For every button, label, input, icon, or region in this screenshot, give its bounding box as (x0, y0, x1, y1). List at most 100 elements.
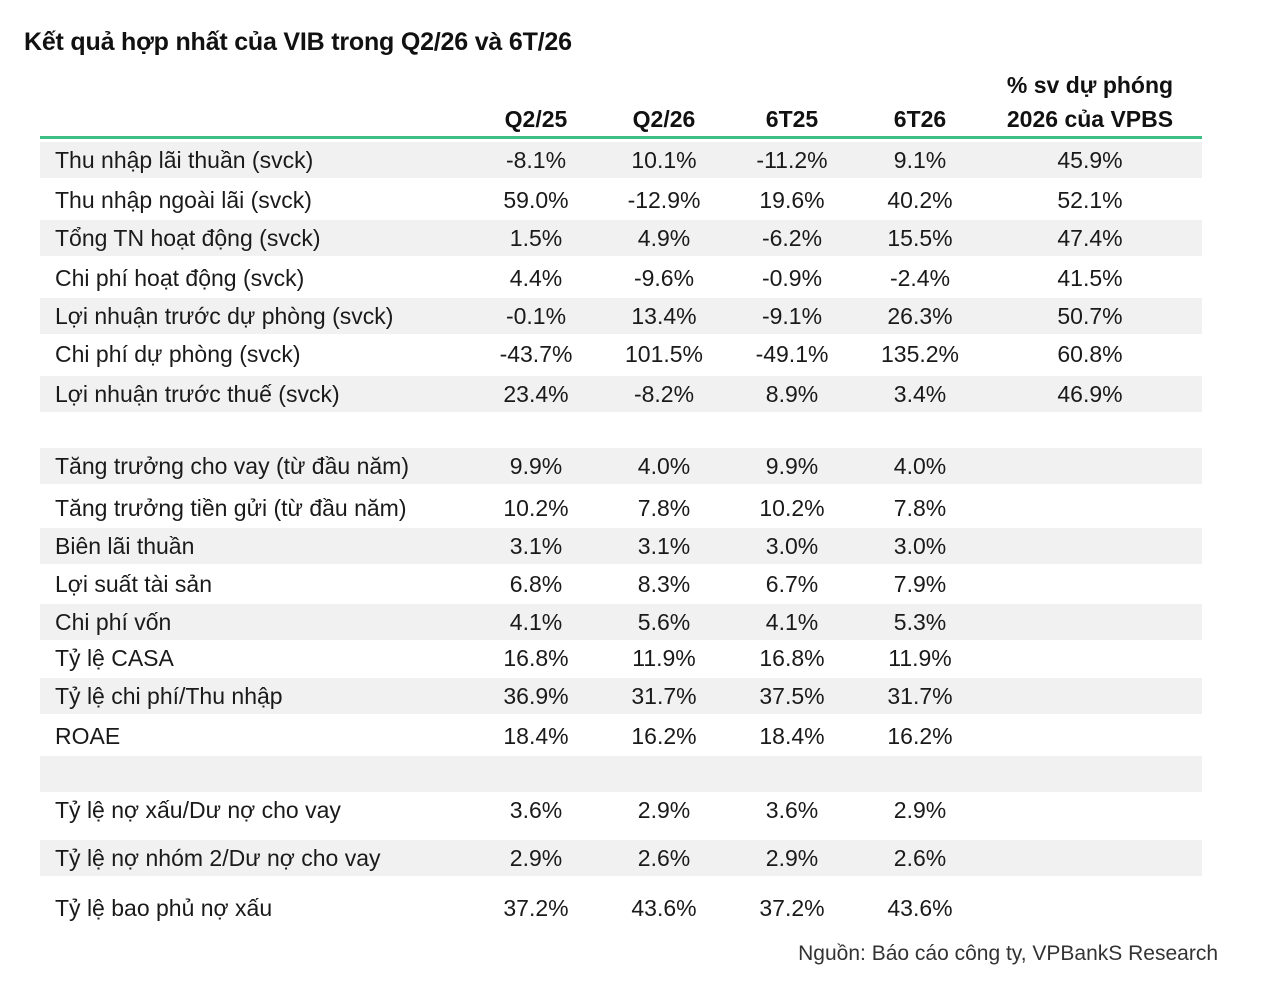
row-value: 3.0% (893, 533, 947, 559)
row-value (1030, 490, 1150, 526)
row-value: 9.9% (765, 453, 819, 479)
row-value (1030, 528, 1150, 564)
row-value: 3.4% (893, 381, 947, 407)
row-label: Tổng TN hoạt động (svck) (55, 225, 321, 251)
table-row: Tỷ lệ chi phí/Thu nhập 36.9% 31.7% 37.5% 31.… (40, 678, 1202, 714)
row-value: 19.6% (759, 187, 825, 213)
table-row: ROAE 18.4% 16.2% 18.4% 16.2% (40, 718, 1202, 754)
row-value: 37.2% (503, 895, 569, 921)
header-forecast-line1: % sv dự phóng (1006, 72, 1174, 98)
table-row (40, 756, 1202, 792)
row-value: -43.7% (499, 341, 573, 367)
row-label: Thu nhập ngoài lãi (svck) (55, 187, 312, 213)
row-value: -11.2% (756, 147, 828, 173)
row-label: Chi phí dự phòng (svck) (55, 341, 301, 367)
row-value: 18.4% (759, 723, 825, 749)
row-value: -2.4% (889, 265, 951, 291)
row-value: 45.9% (1057, 147, 1123, 173)
row-label: ROAE (55, 723, 121, 749)
row-label: Lợi nhuận trước dự phòng (svck) (55, 303, 394, 329)
row-value (1030, 448, 1150, 484)
row-value: 8.9% (765, 381, 819, 407)
row-value: 18.4% (503, 723, 569, 749)
row-value: 2.6% (637, 845, 691, 871)
row-value: 16.8% (759, 645, 825, 671)
table-row: Tổng TN hoạt động (svck) 1.5% 4.9% -6.2% 15.… (40, 220, 1202, 256)
row-value: 31.7% (631, 683, 697, 709)
row-value: 7.9% (893, 571, 947, 597)
row-value: 47.4% (1057, 225, 1123, 251)
row-value (604, 756, 724, 792)
table-row (40, 416, 1202, 452)
row-value (1030, 604, 1150, 640)
row-value (1030, 566, 1150, 602)
row-value: 13.4% (631, 303, 697, 329)
row-value: 4.1% (765, 609, 819, 635)
row-value (1030, 756, 1150, 792)
row-value: -0.9% (761, 265, 823, 291)
row-value: 10.1% (631, 147, 697, 173)
table-row: Tăng trưởng tiền gửi (từ đầu năm) 10.2% 7.… (40, 490, 1202, 526)
row-value: 2.9% (765, 845, 819, 871)
table-row: Tỷ lệ nợ xấu/Dư nợ cho vay 3.6% 2.9% 3.6% 2.… (40, 792, 1202, 828)
row-value (732, 416, 852, 452)
row-value: 40.2% (887, 187, 953, 213)
row-value: 5.3% (893, 609, 947, 635)
row-label: Lợi nhuận trước thuế (svck) (55, 381, 340, 407)
row-value: 36.9% (503, 683, 569, 709)
row-value: 9.1% (893, 147, 947, 173)
row-value: 11.9% (632, 645, 696, 671)
source-note: Nguồn: Báo cáo công ty, VPBankS Research (798, 942, 1218, 965)
row-value (604, 416, 724, 452)
row-value: 6.8% (509, 571, 563, 597)
row-value: 16.2% (631, 723, 697, 749)
table-row: Chi phí dự phòng (svck) -43.7% 101.5% -49.1… (40, 336, 1202, 372)
table-row: Tỷ lệ nợ nhóm 2/Dư nợ cho vay 2.9% 2.6% 2.9… (40, 840, 1202, 876)
row-value: 26.3% (887, 303, 953, 329)
row-value: -49.1% (755, 341, 829, 367)
row-value: 41.5% (1057, 265, 1123, 291)
row-label: Tăng trưởng tiền gửi (từ đầu năm) (55, 495, 407, 521)
row-value (860, 756, 980, 792)
row-value: 4.4% (509, 265, 563, 291)
row-label: Chi phí vốn (55, 609, 172, 635)
row-value: 1.5% (509, 225, 563, 251)
row-value: 52.1% (1057, 187, 1123, 213)
header-divider (40, 136, 1202, 139)
row-value: 3.0% (765, 533, 819, 559)
row-value: 8.3% (637, 571, 691, 597)
table-row: Chi phí hoạt động (svck) 4.4% -9.6% -0.9% -2… (40, 260, 1202, 296)
row-value: -6.2% (761, 225, 823, 251)
row-value: 7.8% (637, 495, 691, 521)
row-value (1030, 840, 1150, 876)
table-title: Kết quả hợp nhất của VIB trong Q2/26 và … (24, 28, 572, 56)
row-value: 4.1% (509, 609, 563, 635)
row-value: 10.2% (503, 495, 569, 521)
row-value: 3.1% (509, 533, 563, 559)
row-value: 11.9% (888, 645, 952, 671)
row-value (1030, 792, 1150, 828)
table-row: Lợi suất tài sản 6.8% 8.3% 6.7% 7.9% (40, 566, 1202, 602)
table-row: Chi phí vốn 4.1% 5.6% 4.1% 5.3% (40, 604, 1202, 640)
row-value: -9.1% (761, 303, 823, 329)
row-value (1030, 678, 1150, 714)
row-value: -12.9% (627, 187, 701, 213)
table-row: Thu nhập lãi thuần (svck) -8.1% 10.1% -11.2… (40, 142, 1202, 178)
row-value: 15.5% (887, 225, 953, 251)
row-label: Lợi suất tài sản (55, 571, 213, 597)
row-value: 16.8% (503, 645, 569, 671)
row-label: Tỷ lệ chi phí/Thu nhập (55, 683, 283, 709)
row-value: 60.8% (1057, 341, 1123, 367)
row-label: Tỷ lệ nợ nhóm 2/Dư nợ cho vay (55, 845, 381, 871)
row-value: 4.0% (637, 453, 691, 479)
row-value: 101.5% (624, 341, 703, 367)
row-value (732, 756, 852, 792)
row-value (1030, 718, 1150, 754)
row-value (476, 756, 596, 792)
row-value: 3.6% (765, 797, 819, 823)
header-q2-25: Q2/25 (504, 106, 568, 132)
row-value (1030, 890, 1150, 926)
row-value: 43.6% (887, 895, 953, 921)
row-value: 23.4% (503, 381, 569, 407)
row-value: 50.7% (1057, 303, 1123, 329)
